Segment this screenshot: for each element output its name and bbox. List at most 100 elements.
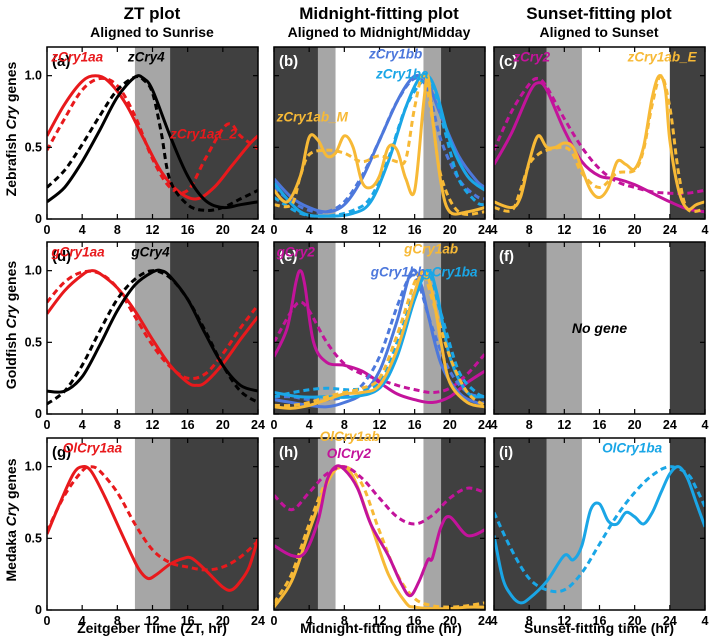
series-zcry4-dashed (47, 74, 258, 212)
x-tick-label: 20 (216, 223, 230, 237)
column-title-sunset: Sunset-fitting plot (526, 4, 672, 23)
x-tick-label: 4 (306, 418, 313, 432)
shading-light (546, 438, 582, 610)
panel-letter: (d) (52, 248, 71, 265)
series-label: OlCry1ab (320, 429, 380, 444)
no-gene-note: No gene (572, 320, 627, 336)
panel-letter: (f) (499, 248, 514, 265)
x-tick-label: 4 (491, 418, 498, 432)
x-tick-label: 24 (663, 223, 677, 237)
x-tick-label: 16 (408, 614, 422, 628)
x-tick-label: 0 (271, 223, 278, 237)
x-tick-label: 16 (181, 418, 195, 432)
series-label: zCry1aa_2 (169, 127, 237, 142)
series-label: gCry2 (276, 244, 316, 259)
shading-light (423, 438, 442, 610)
x-tick-label: 20 (443, 614, 457, 628)
series-gcry1bb-dashed (274, 273, 485, 402)
x-tick-label: 4 (702, 418, 709, 432)
series-olcry1ba-solid (494, 465, 705, 605)
x-tick-label: 8 (341, 418, 348, 432)
x-tick-label: 0 (271, 418, 278, 432)
shading-light (134, 438, 171, 610)
series-label: zCry1ab_M (276, 110, 349, 125)
panel-c: 4 8 12 16 20 24 4 (c)zCry2 zCry1ab_E (491, 46, 709, 237)
series-zcry1ab-e-solid (494, 74, 705, 212)
column-subtitle-midnight: Aligned to Midnight/Midday (288, 24, 471, 40)
series-olcry1ab-solid (274, 464, 485, 610)
column-title-zt: ZT plot (124, 4, 181, 23)
x-tick-label: 12 (146, 418, 160, 432)
series-zcry1ba-solid (274, 72, 485, 218)
series-label: gCry4 (130, 244, 170, 259)
x-axis-label-sunset: Sunset-fitting time (hr) (524, 620, 674, 636)
x-tick-label: 0 (44, 614, 51, 628)
x-tick-label: 8 (341, 614, 348, 628)
shading-light (546, 242, 582, 414)
series-label: zCry1ab_E (627, 49, 698, 64)
panel-letter: (i) (499, 444, 513, 461)
x-tick-label: 16 (593, 223, 607, 237)
x-tick-label: 8 (526, 223, 533, 237)
x-tick-label: 4 (491, 614, 498, 628)
x-tick-label: 20 (628, 223, 642, 237)
series-zcry2-dashed (494, 76, 705, 195)
x-tick-label: 24 (478, 614, 492, 628)
x-tick-label: 4 (79, 223, 86, 237)
series-label: gCry1ba (422, 264, 478, 279)
panel-a: 0 4 8 12 16 20 24 0 0.5 1.0 (a)zCry1aa zCry4 zCry1aa… (25, 46, 265, 237)
shading-dark (669, 438, 705, 610)
x-tick-label: 8 (526, 614, 533, 628)
x-tick-label: 24 (663, 418, 677, 432)
panel-letter: (b) (279, 53, 298, 70)
series-olcry1aa-dashed (47, 465, 258, 572)
x-tick-label: 24 (478, 418, 492, 432)
y-tick-label: 0.5 (25, 335, 42, 349)
x-tick-label: 0 (271, 614, 278, 628)
series-label: zCry4 (127, 49, 165, 64)
x-tick-label: 24 (251, 223, 265, 237)
column-title-midnight: Midnight-fitting plot (299, 4, 459, 23)
panel-letter: (e) (279, 248, 297, 265)
series-zcry2-solid (494, 81, 705, 214)
series-label: OlCry1ba (602, 440, 663, 455)
row-label-zebrafish: Zebrafish Cry genes (3, 61, 19, 196)
x-tick-label: 20 (628, 418, 642, 432)
series-label: OlCry1aa (63, 440, 123, 455)
series-gcry1ab-solid (274, 269, 485, 410)
series-zcry1bb-solid (274, 74, 485, 214)
x-tick-label: 20 (628, 614, 642, 628)
shading-dark (494, 438, 547, 610)
column-subtitle-zt: Aligned to Sunrise (90, 24, 214, 40)
y-tick-label: 0 (35, 212, 42, 226)
shading-dark (441, 438, 485, 610)
series-gcry1aa-dashed (47, 269, 258, 381)
shading-dark (494, 242, 547, 414)
series-zcry1ab-m-solid (274, 74, 485, 216)
x-tick-label: 16 (408, 223, 422, 237)
x-tick-label: 8 (114, 614, 121, 628)
x-tick-label: 0 (44, 418, 51, 432)
panel-g: 0 4 8 12 16 20 24 0 0.5 1.0 (g)OlCry1aa (25, 437, 265, 628)
shading-dark (669, 242, 705, 414)
x-tick-label: 12 (373, 614, 387, 628)
x-tick-label: 20 (443, 418, 457, 432)
x-tick-label: 4 (79, 418, 86, 432)
series-gcry4-solid (47, 268, 258, 394)
series-zcry1ab-e-dashed (494, 74, 705, 214)
row-label-medaka: Medaka Cry genes (3, 458, 19, 581)
shading-dark (170, 438, 258, 610)
x-tick-label: 4 (306, 223, 313, 237)
x-tick-label: 8 (526, 418, 533, 432)
shading-dark (170, 242, 258, 414)
x-tick-label: 20 (443, 223, 457, 237)
series-olcry1ab-dashed (274, 465, 485, 609)
x-tick-label: 8 (114, 223, 121, 237)
y-tick-label: 1.0 (25, 460, 42, 474)
series-label: zCry1ba (375, 67, 429, 82)
x-tick-label: 4 (79, 614, 86, 628)
y-tick-label: 0.5 (25, 140, 42, 154)
y-tick-label: 1.0 (25, 69, 42, 83)
